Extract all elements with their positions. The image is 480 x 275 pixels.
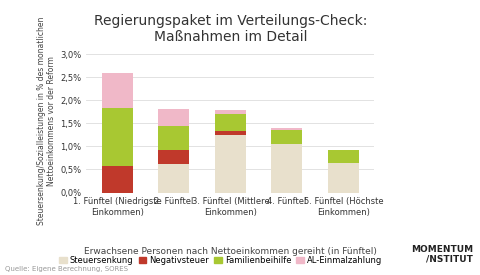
X-axis label: Erwachsene Personen nach Nettoeinkommen gereiht (in Fünftel): Erwachsene Personen nach Nettoeinkommen … [84,247,377,256]
Text: Quelle: Eigene Berechnung, SORES: Quelle: Eigene Berechnung, SORES [5,266,128,272]
Bar [215,135,246,192]
Bar [158,109,190,126]
Bar [215,114,246,131]
Bar [215,131,246,135]
Title: Regierungspaket im Verteilungs-Check:
Maßnahmen im Detail: Regierungspaket im Verteilungs-Check: Ma… [94,14,367,44]
Bar [158,126,190,150]
Bar [102,108,133,166]
Bar [102,73,133,108]
Bar [215,110,246,114]
Bar [102,166,133,192]
Bar [271,128,302,130]
Bar [328,163,359,192]
Y-axis label: Steuersenkung/Sozialleistungen in % des monatlichen
Nettoeinkommens vor der Refo: Steuersenkung/Sozialleistungen in % des … [37,17,56,225]
Bar [271,130,302,144]
Legend: Steuersenkung, Negativsteuer, Familienbeihilfe, AL-Einmalzahlung: Steuersenkung, Negativsteuer, Familienbe… [56,252,386,268]
Bar [158,150,190,164]
Text: MOMENTUM
/NSTITUT: MOMENTUM /NSTITUT [411,245,473,264]
Bar [328,150,359,163]
Bar [271,144,302,192]
Bar [158,164,190,192]
